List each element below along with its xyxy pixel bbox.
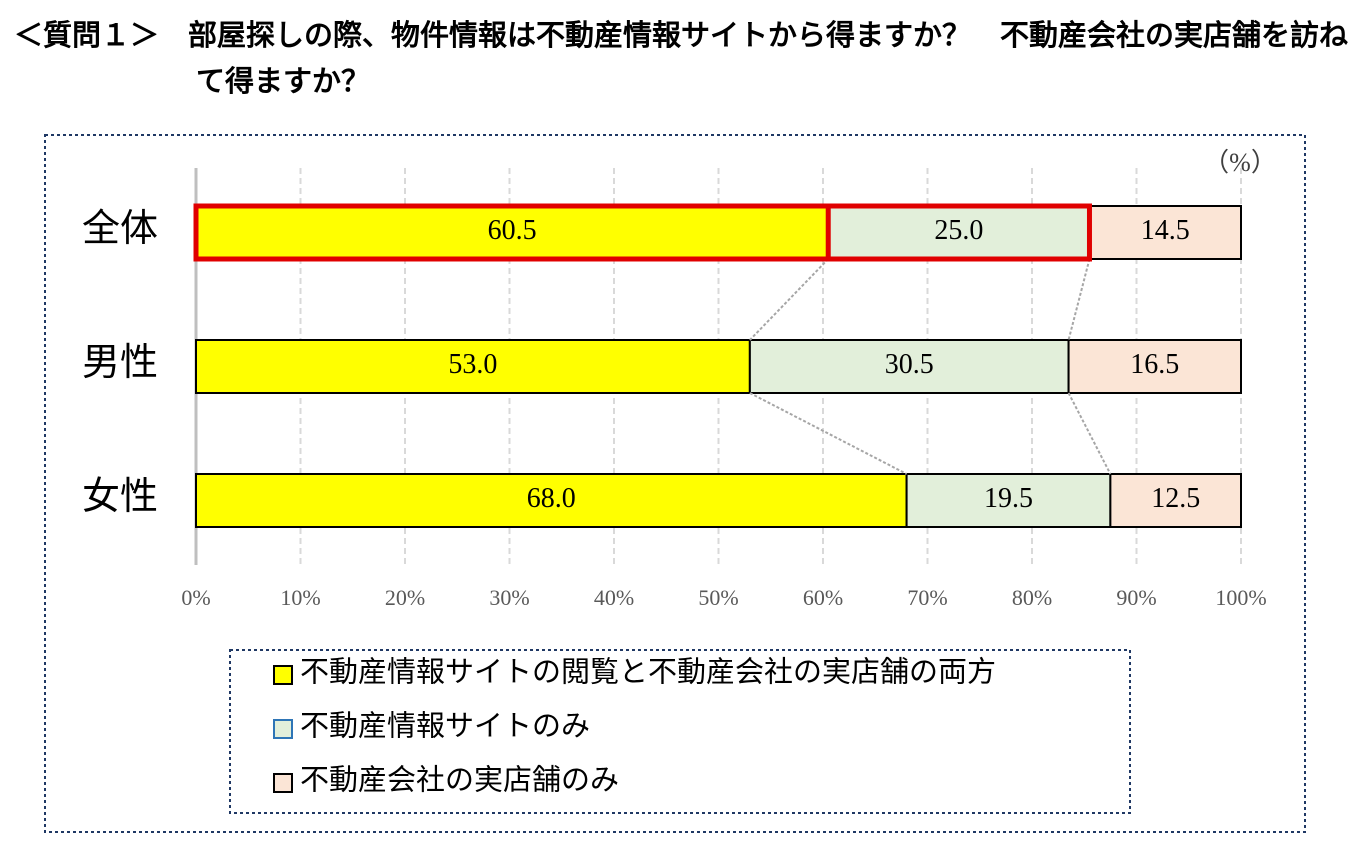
data-label: 25.0 (934, 215, 983, 246)
legend-frame (229, 649, 1131, 814)
bar-segment (195, 339, 751, 394)
connector-line (1067, 392, 1112, 475)
legend-label: 不動産会社の実店舗のみ (300, 764, 619, 797)
x-tick-label: 30% (489, 585, 529, 610)
x-tick-label: 50% (698, 585, 738, 610)
bar-segment (195, 205, 830, 260)
x-tick-label: 60% (803, 585, 843, 610)
legend-label: 不動産情報サイトのみ (300, 710, 590, 743)
data-label: 12.5 (1151, 483, 1200, 514)
y-tick-label: 男性 (82, 342, 158, 384)
chart-title: ＜質問１＞ 部屋探しの際、物件情報は不動産情報サイトから得ますか？ 不動産会社の… (14, 18, 1349, 98)
data-label: 14.5 (1141, 215, 1190, 246)
highlight-box (193, 203, 1092, 262)
legend-marker (273, 773, 293, 793)
x-tick-label: 10% (280, 585, 320, 610)
y-tick-label: 女性 (82, 476, 158, 518)
bar-segment (1109, 473, 1242, 528)
connector-line (749, 392, 908, 475)
y-tick-label: 全体 (82, 208, 158, 250)
data-label: 30.5 (885, 349, 934, 380)
x-tick-label: 80% (1012, 585, 1052, 610)
x-tick-label: 40% (594, 585, 634, 610)
bar-segment (1088, 205, 1242, 260)
data-label: 16.5 (1130, 349, 1179, 380)
x-tick-label: 70% (907, 585, 947, 610)
legend-marker (273, 719, 293, 739)
chart-frame (44, 134, 1306, 833)
data-label: 19.5 (984, 483, 1033, 514)
legend-marker (273, 665, 293, 685)
connector-line (749, 258, 829, 341)
x-tick-label: 20% (385, 585, 425, 610)
bar-segment (905, 473, 1112, 528)
data-label: 68.0 (527, 483, 576, 514)
x-tick-label: 100% (1215, 585, 1266, 610)
x-tick-label: 90% (1116, 585, 1156, 610)
bar-segment (1067, 339, 1242, 394)
legend-label: 不動産情報サイトの閲覧と不動産会社の実店舗の両方 (300, 656, 996, 689)
connector-line (1067, 258, 1091, 341)
x-tick-label: 0% (181, 585, 210, 610)
data-label: 60.5 (488, 215, 537, 246)
data-label: 53.0 (448, 349, 497, 380)
bar-segment (748, 339, 1070, 394)
